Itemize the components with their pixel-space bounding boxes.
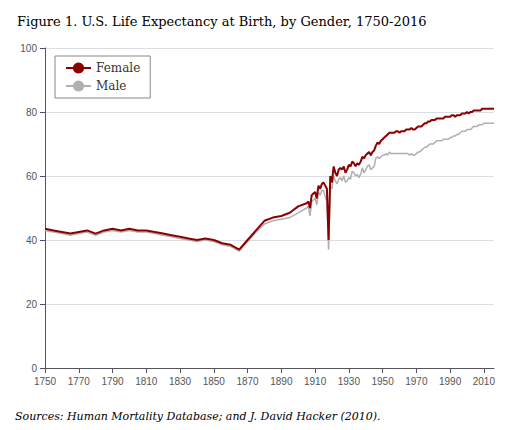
svg-text:Female: Female: [96, 61, 140, 75]
svg-text:1850: 1850: [203, 376, 226, 387]
svg-text:0: 0: [31, 363, 37, 374]
svg-text:1810: 1810: [135, 376, 158, 387]
svg-text:1790: 1790: [101, 376, 124, 387]
svg-text:1950: 1950: [371, 376, 394, 387]
svg-text:1750: 1750: [34, 376, 57, 387]
svg-text:1890: 1890: [270, 376, 293, 387]
svg-text:2010: 2010: [473, 376, 496, 387]
svg-text:40: 40: [26, 235, 38, 246]
svg-text:Male: Male: [96, 79, 126, 93]
svg-text:1910: 1910: [304, 376, 327, 387]
svg-text:60: 60: [26, 171, 38, 182]
svg-text:1830: 1830: [169, 376, 192, 387]
svg-text:80: 80: [26, 107, 38, 118]
svg-text:1930: 1930: [338, 376, 361, 387]
svg-text:1870: 1870: [236, 376, 259, 387]
svg-text:20: 20: [26, 299, 38, 310]
svg-text:Sources: Human Mortality Datab: Sources: Human Mortality Database; and J…: [15, 410, 381, 423]
svg-text:1970: 1970: [405, 376, 428, 387]
svg-text:1990: 1990: [439, 376, 462, 387]
svg-text:1770: 1770: [68, 376, 91, 387]
svg-text:100: 100: [20, 43, 37, 54]
svg-text:Figure 1. U.S. Life Expectancy: Figure 1. U.S. Life Expectancy at Birth,…: [17, 14, 426, 29]
